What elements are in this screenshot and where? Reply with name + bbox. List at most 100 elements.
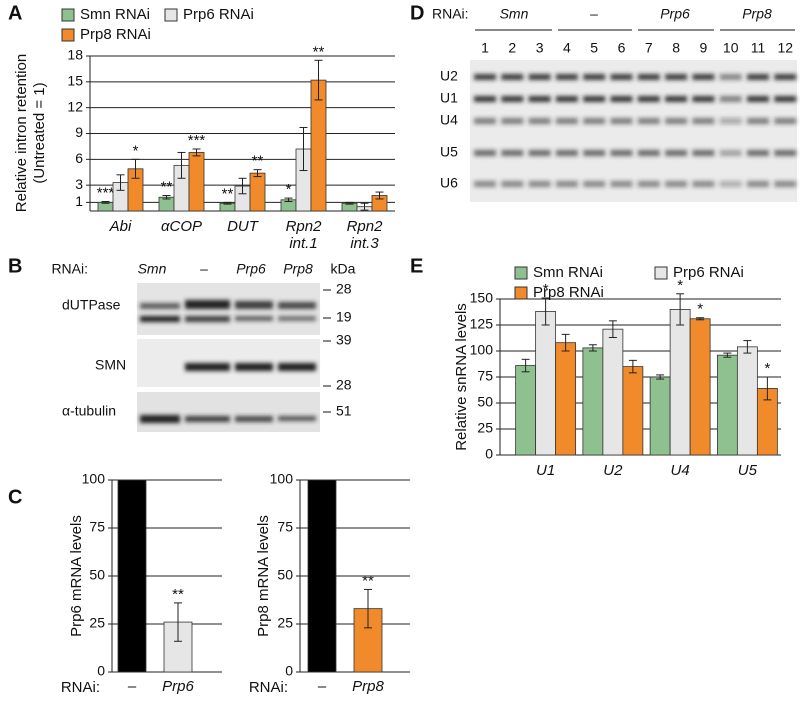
rnai-label: RNAi: <box>432 6 469 22</box>
group-label: Prp6 <box>660 6 690 22</box>
lane-number: 3 <box>536 40 544 56</box>
band-label: U2 <box>440 68 458 84</box>
band <box>583 118 606 124</box>
bar <box>736 346 758 456</box>
x-axis-label: RNAi: <box>249 679 288 696</box>
y-tick-label: 50 <box>277 567 293 583</box>
y-tick-label: 100 <box>82 471 106 487</box>
legend-swatch <box>164 8 178 22</box>
x-tick-label: – <box>317 678 327 695</box>
rnai-label: RNAi: <box>51 261 88 277</box>
marker-label: 39 <box>336 332 352 348</box>
y-tick-label: 75 <box>277 519 293 535</box>
row-label: α-tubulin <box>62 403 116 419</box>
significance: * <box>697 301 703 318</box>
x-tick-label: DUT <box>227 218 258 235</box>
band <box>747 118 769 124</box>
band <box>692 74 715 80</box>
significance: *** <box>97 184 115 201</box>
error-bar <box>364 588 372 629</box>
error-bar <box>253 169 262 178</box>
y-tick-label: 75 <box>89 519 105 535</box>
band <box>774 150 797 156</box>
band <box>610 181 633 187</box>
legend-swatch <box>61 8 75 22</box>
y-tick-label: 0 <box>285 663 293 679</box>
error-bar <box>656 374 665 380</box>
band <box>610 150 633 156</box>
band <box>747 74 769 80</box>
lane-number: 10 <box>723 40 739 56</box>
legend-label: Smn RNAi <box>80 6 150 23</box>
error-bar <box>763 376 772 401</box>
significance: * <box>286 181 292 198</box>
marker-label: 51 <box>336 403 352 419</box>
error-bar <box>284 197 293 203</box>
group-label: Prp8 <box>742 6 772 22</box>
lane-label: Prp8 <box>283 261 313 277</box>
band <box>747 181 769 187</box>
y-axis-label: (Untreated = 1) <box>31 82 48 183</box>
y-tick-label: 25 <box>89 615 105 631</box>
blot-d-image <box>470 60 797 202</box>
y-axis-label: Prp6 mRNA levels <box>68 515 85 637</box>
x-tick-label: Rpn2 int.1 <box>285 218 322 252</box>
x-tick-label: Prp6 <box>162 678 194 695</box>
panel-letter: D <box>410 2 424 24</box>
band <box>774 74 797 80</box>
error-bar <box>628 359 637 374</box>
bar <box>249 172 266 212</box>
y-tick-label: 50 <box>477 394 493 410</box>
error-bar <box>192 148 201 157</box>
y-tick-label: 75 <box>477 368 493 384</box>
band <box>583 181 606 187</box>
band <box>637 150 660 156</box>
band <box>555 118 578 124</box>
significance: ** <box>362 572 374 589</box>
bar <box>582 347 604 456</box>
lane-number: 6 <box>618 40 626 56</box>
legend-label: Smn RNAi <box>533 264 603 281</box>
band <box>610 74 633 80</box>
x-tick-label: Prp8 <box>352 678 384 695</box>
band <box>583 96 606 102</box>
marker-label: 19 <box>336 309 352 325</box>
lane-label: Prp6 <box>236 261 266 277</box>
bar <box>716 354 738 456</box>
band-label: U1 <box>440 90 458 106</box>
band <box>501 74 524 80</box>
band <box>583 150 606 156</box>
y-axis-label: Relative snRNA levels <box>453 303 470 451</box>
x-tick-label: U2 <box>603 462 623 479</box>
significance: ** <box>161 178 173 195</box>
bar <box>649 376 671 456</box>
error-bar <box>375 191 384 200</box>
y-tick-label: 15 <box>67 73 83 89</box>
band <box>528 181 551 187</box>
band <box>583 74 606 80</box>
band <box>555 181 578 187</box>
band <box>665 181 688 187</box>
band <box>692 150 715 156</box>
y-tick-label: 18 <box>67 47 83 63</box>
error-bar <box>743 340 752 354</box>
significance: ** <box>172 586 184 603</box>
band <box>555 96 578 102</box>
y-tick-label: 3 <box>75 176 83 192</box>
band <box>501 96 524 102</box>
lane-number: 5 <box>590 40 598 56</box>
error-bar <box>588 344 597 352</box>
y-tick-label: 0 <box>97 663 105 679</box>
band <box>719 96 742 102</box>
legend-label: Prp8 RNAi <box>533 284 604 301</box>
band-label: U5 <box>440 144 458 160</box>
bar <box>188 152 205 212</box>
band <box>528 96 551 102</box>
y-tick-label: 25 <box>477 420 493 436</box>
error-bar <box>541 297 550 326</box>
bar <box>515 365 537 456</box>
x-tick-label: U4 <box>670 462 690 479</box>
legend-swatch <box>61 28 75 42</box>
band <box>474 181 496 187</box>
